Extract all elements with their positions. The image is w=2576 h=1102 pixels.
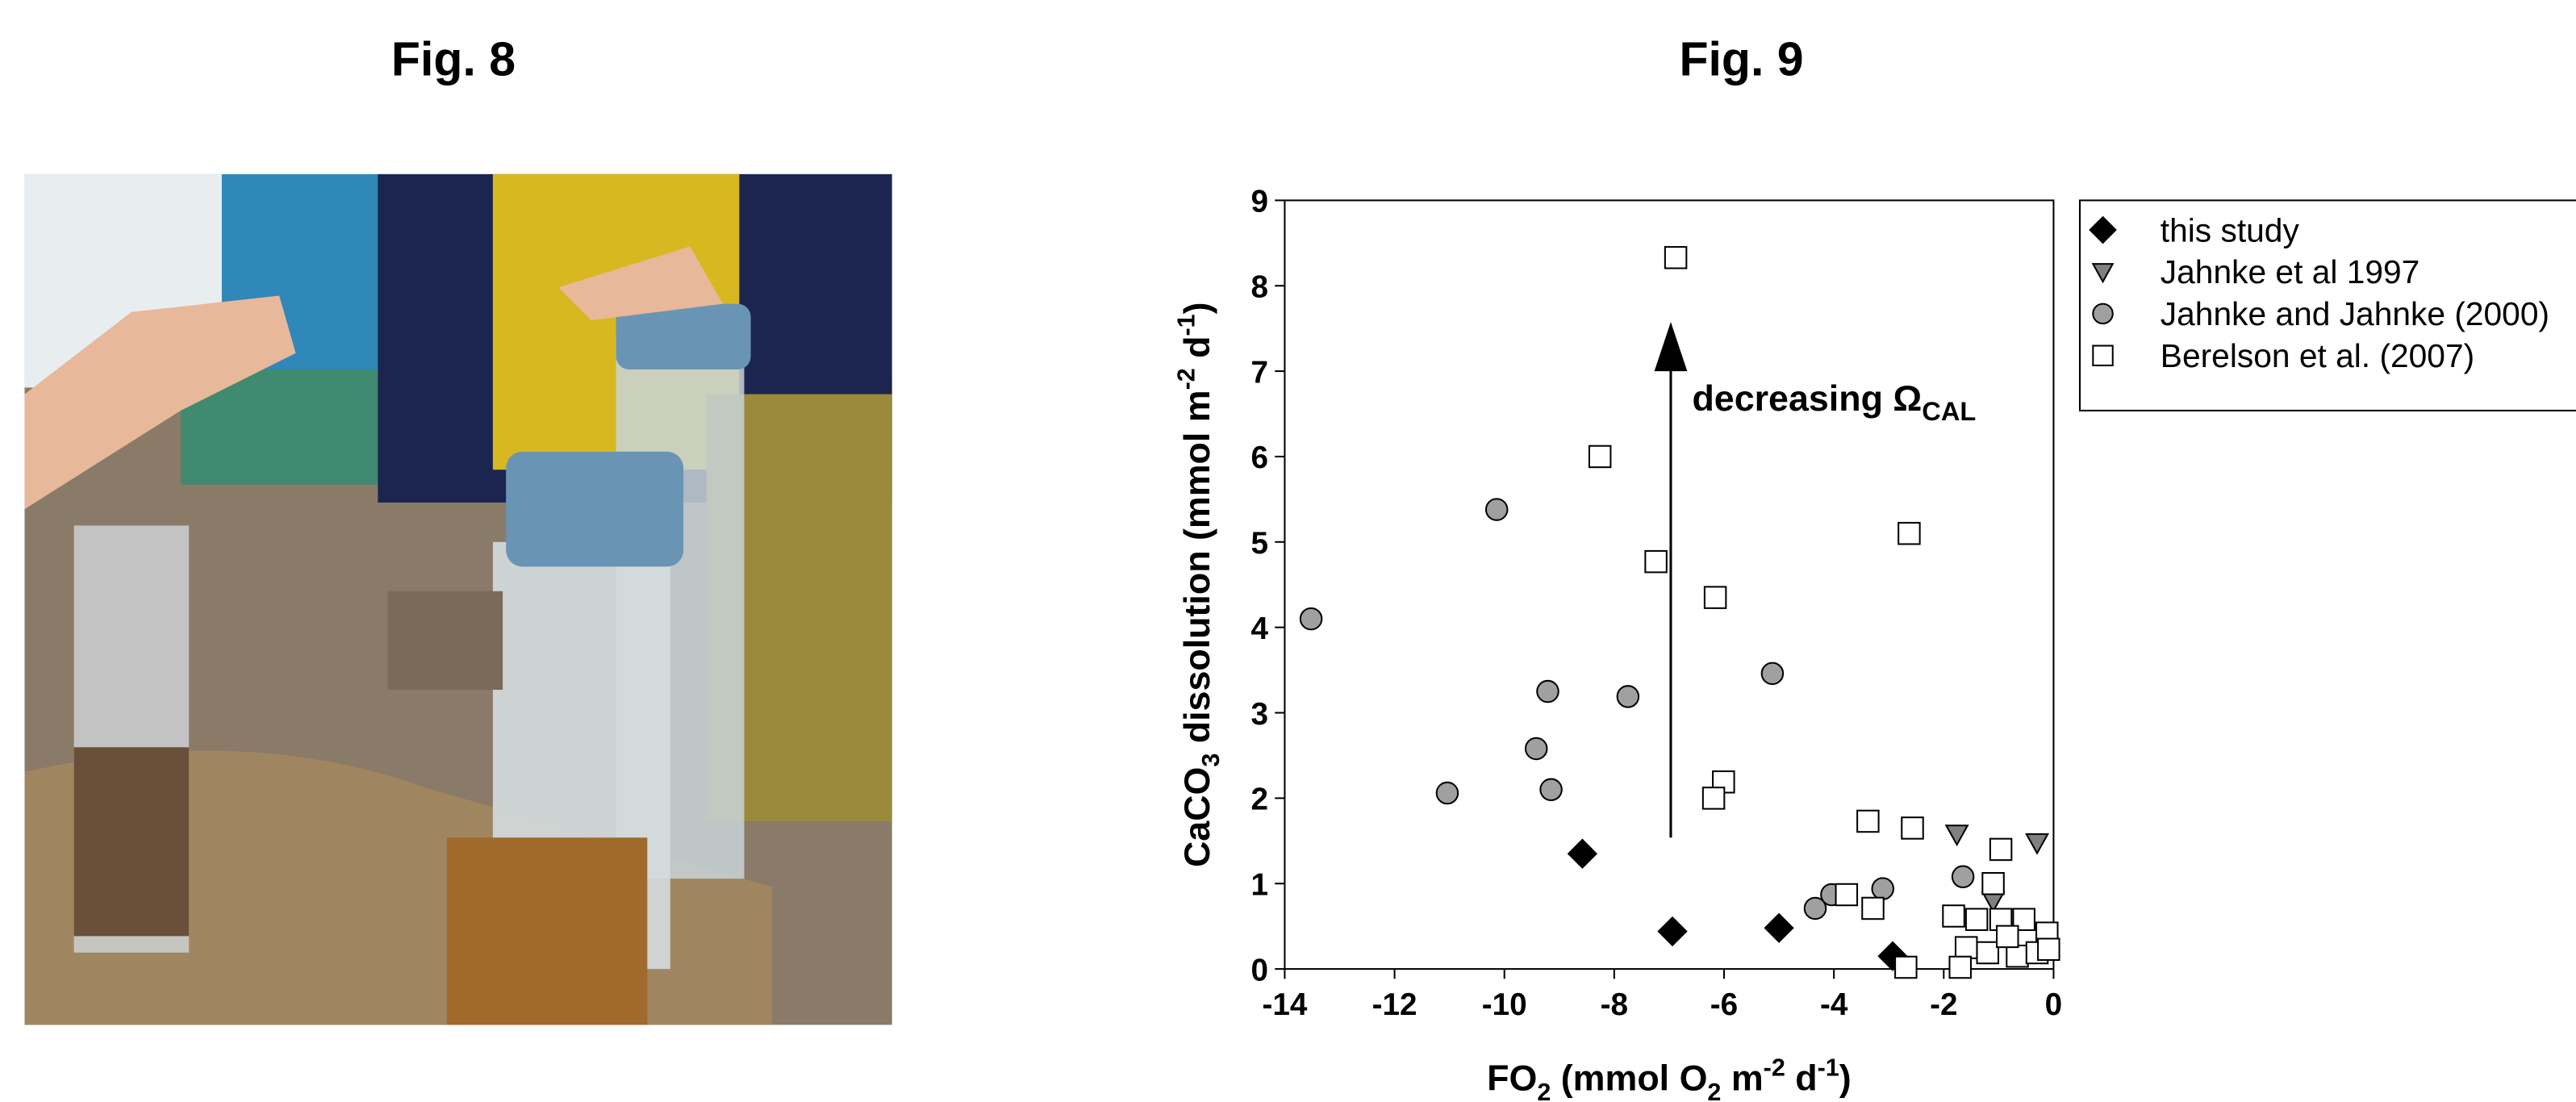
annotation-text: decreasing Ω	[1692, 378, 1922, 419]
point	[1894, 955, 1918, 979]
point	[1760, 662, 1785, 686]
y-tick-label: 7	[1251, 355, 1269, 390]
label-part: -1	[1818, 1054, 1839, 1081]
point	[1948, 955, 1972, 979]
annotation: decreasing ΩCAL	[1692, 378, 1976, 426]
label-part: 2	[1707, 1079, 1721, 1102]
x-tick-label: -12	[1372, 987, 1417, 1022]
y-tick-label: 4	[1251, 612, 1269, 646]
point	[1944, 824, 1969, 847]
y-tick-label: 2	[1251, 783, 1269, 817]
label-part: 3	[1197, 753, 1225, 767]
fig9-title: Fig. 9	[1679, 33, 1803, 86]
label-part: CaCO	[1177, 767, 1217, 867]
label-part: )	[1177, 302, 1217, 314]
point	[1901, 816, 1924, 840]
y-axis-label: CaCO3 dissolution (mmol m-2 d-1)	[1172, 302, 1225, 867]
label-part: 2	[1537, 1079, 1551, 1102]
point	[2037, 937, 2060, 962]
arrow-head	[1654, 322, 1688, 372]
point	[1616, 685, 1640, 708]
x-tick-label: -4	[1820, 987, 1848, 1022]
point	[1803, 896, 1827, 920]
y-tick-label: 6	[1251, 440, 1269, 475]
legend-marker	[2089, 215, 2117, 244]
point	[1657, 916, 1688, 947]
point	[1644, 549, 1668, 574]
point	[1764, 912, 1794, 943]
x-tick-label: -2	[1930, 987, 1957, 1022]
legend-marker	[2092, 344, 2114, 366]
label-part: -2	[1764, 1054, 1785, 1081]
point	[1435, 781, 1459, 805]
point	[1954, 936, 1978, 959]
label-part: d	[1785, 1058, 1818, 1099]
plot-frame	[1284, 199, 2055, 971]
annotation-subscript: CAL	[1922, 397, 1976, 426]
y-tick-label: 1	[1251, 867, 1269, 902]
fig8-title: Fig. 8	[391, 33, 516, 86]
y-tick-label: 3	[1251, 697, 1269, 732]
label-part: d	[1177, 336, 1217, 368]
label-part: m	[1721, 1058, 1763, 1099]
label-part: dissolution (mmol m	[1177, 390, 1217, 753]
y-tick-label: 8	[1251, 269, 1269, 304]
label-part: FO	[1487, 1058, 1537, 1099]
photo	[24, 173, 892, 1025]
legend-marker	[2092, 303, 2114, 325]
legend-label: Berelson et al. (2007)	[2161, 337, 2474, 374]
y-tick-label: 9	[1251, 185, 1269, 219]
x-tick-label: -14	[1262, 987, 1307, 1022]
point	[1898, 521, 1921, 545]
point	[1484, 498, 1509, 521]
point	[1536, 679, 1559, 703]
legend-label: this study	[2161, 211, 2300, 248]
y-tick-label: 5	[1251, 526, 1269, 561]
point	[1877, 941, 1908, 971]
point	[1856, 809, 1880, 833]
legend-label: Jahnke and Jahnke (2000)	[2161, 295, 2549, 332]
x-tick-label: -8	[1601, 987, 1628, 1022]
point	[1524, 737, 1548, 761]
label-part: -2	[1172, 368, 1200, 390]
point	[1588, 445, 1612, 469]
x-tick-label: -6	[1710, 987, 1738, 1022]
point	[1567, 838, 1598, 869]
point	[1951, 865, 1975, 889]
point	[1996, 925, 2019, 949]
label-part: )	[1839, 1058, 1852, 1099]
point	[1964, 908, 1989, 931]
point	[1871, 877, 1894, 900]
label-part: (mmol O	[1551, 1058, 1707, 1099]
label-part: -1	[1172, 314, 1200, 336]
legend-marker	[2091, 263, 2115, 284]
x-axis-label: FO2 (mmol O2 m-2 d-1)	[1487, 1054, 1852, 1102]
point	[1835, 883, 1859, 907]
point	[1942, 904, 1965, 928]
point	[2025, 833, 2049, 855]
point	[1299, 607, 1323, 631]
point	[1701, 787, 1726, 810]
point	[2006, 944, 2029, 968]
point	[1703, 586, 1727, 609]
point	[1989, 837, 2013, 862]
point	[1976, 941, 2000, 965]
x-tick-label: 0	[2045, 987, 2063, 1022]
legend-box	[2079, 199, 2576, 411]
y-tick-label: 0	[1251, 953, 1269, 987]
legend-label: Jahnke et al 1997	[2161, 253, 2420, 290]
point	[1981, 871, 2005, 895]
x-tick-label: -10	[1482, 987, 1527, 1022]
point	[1664, 246, 1688, 269]
point	[1539, 778, 1563, 802]
point	[1861, 896, 1885, 920]
